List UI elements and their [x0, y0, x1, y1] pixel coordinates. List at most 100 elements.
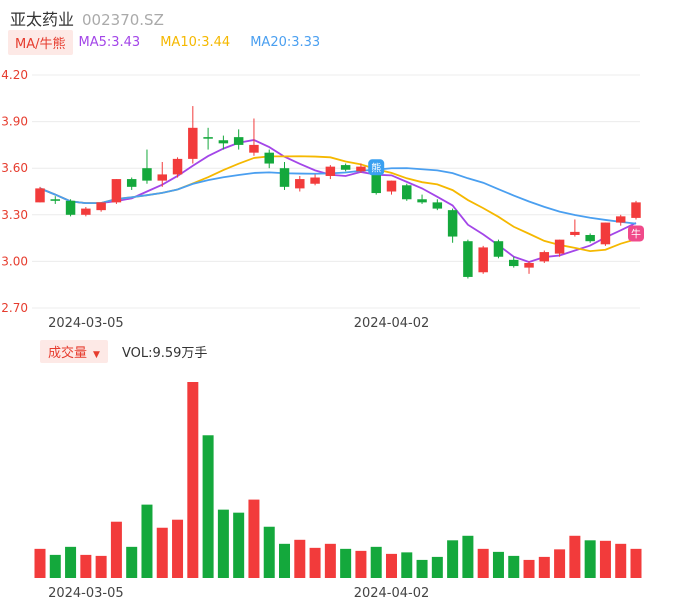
bear-icon: [368, 159, 385, 176]
volume-bar: [202, 435, 214, 578]
volume-bar: [431, 556, 443, 578]
candle-body: [35, 188, 45, 203]
candlesticks: [35, 106, 641, 279]
volume-bar: [49, 554, 61, 578]
candle-body: [417, 199, 427, 203]
candle-body: [295, 179, 305, 189]
volume-bar: [630, 548, 642, 578]
volume-bar: [217, 509, 229, 578]
volume-bar: [279, 543, 291, 578]
volume-bar: [584, 540, 596, 578]
candle-body: [554, 239, 565, 254]
volume-bar: [523, 559, 535, 578]
volume-bar: [401, 552, 413, 578]
volume-bar: [126, 546, 138, 578]
candle-body: [264, 152, 274, 164]
price-grid: [32, 74, 640, 309]
stock-name: 亚太药业: [10, 10, 75, 29]
candle-body: [172, 158, 183, 175]
volume-bar: [187, 382, 199, 578]
candle-body: [111, 179, 122, 203]
candle-body: [631, 202, 641, 218]
candle-body: [463, 241, 473, 277]
volume-bar: [141, 504, 153, 578]
candle-body: [493, 241, 504, 257]
price-tick-label: 3.90: [1, 115, 28, 129]
volume-bar: [538, 556, 550, 578]
volume-bar: [569, 535, 581, 578]
candle-body: [188, 127, 198, 159]
volume-bar: [80, 554, 92, 578]
candle-body: [249, 144, 259, 153]
ma20-label: MA20:3.33: [250, 34, 321, 50]
volume-bar: [233, 512, 245, 578]
candle-body: [310, 177, 320, 184]
candle-body: [371, 172, 381, 194]
volume-bars: [34, 382, 642, 578]
volume-indicator-dropdown[interactable]: 成交量 ▼: [40, 339, 108, 363]
ma20-line: [39, 167, 637, 225]
volume-dropdown-label: 成交量: [48, 345, 88, 361]
candle-body: [142, 168, 152, 181]
ma5-label: MA5:3.43: [78, 34, 141, 50]
volume-value: VOL:9.59万手: [121, 345, 208, 361]
candle-body: [218, 140, 229, 144]
moving-average-lines: [39, 138, 637, 263]
volume-bar: [477, 548, 489, 578]
volume-bar: [324, 543, 336, 578]
volume-bar: [34, 548, 46, 578]
volume-bar: [462, 535, 474, 578]
ma10-label: MA10:3.44: [160, 34, 231, 50]
stock-header: 亚太药业 002370.SZ: [10, 6, 164, 29]
bull-icon: [628, 225, 644, 242]
candle-body: [50, 199, 61, 201]
volume-legend: 成交量 ▼ VOL:9.59万手: [40, 339, 208, 363]
candle-body: [279, 168, 290, 187]
ma-legend: MA/牛熊 MA5:3.43 MA10:3.44 MA20:3.33: [8, 29, 340, 55]
price-tick-label: 4.20: [1, 68, 28, 82]
volume-bar: [248, 499, 260, 578]
volume-bar: [156, 527, 168, 578]
volume-bar: [492, 551, 504, 578]
price-axis-ticks: 4.20 3.90 3.60 3.30 3.00 2.70: [1, 68, 28, 315]
volume-date-tick-label: 2024-03-05: [48, 586, 124, 601]
price-tick-label: 2.70: [1, 301, 28, 315]
candle-body: [356, 166, 366, 172]
candle-body: [65, 200, 76, 215]
date-tick-label: 2024-03-05: [48, 316, 124, 331]
price-tick-label: 3.60: [1, 161, 28, 175]
candle-body: [325, 166, 336, 176]
bear-marker-label: 熊: [371, 161, 381, 174]
candle-body: [203, 137, 213, 139]
candle-body: [615, 216, 626, 223]
volume-date-tick-label: 2024-04-02: [354, 586, 430, 601]
volume-bar: [385, 553, 397, 578]
ma-toggle-button[interactable]: MA/牛熊: [8, 29, 73, 55]
candle-body: [432, 202, 443, 209]
volume-bar: [416, 559, 428, 578]
volume-date-axis-ticks: 2024-03-05 2024-04-02: [48, 586, 429, 601]
candle-body: [96, 202, 106, 211]
stock-code: 002370.SZ: [82, 11, 164, 29]
candle-body: [570, 231, 580, 235]
volume-bar: [615, 543, 627, 578]
volume-bar: [263, 526, 275, 578]
volume-bar: [508, 555, 520, 578]
signal-markers: 熊牛: [368, 159, 644, 242]
candle-body: [539, 252, 550, 262]
volume-bar: [599, 540, 611, 578]
candle-body: [81, 208, 91, 215]
volume-bar: [95, 555, 107, 578]
candle-body: [509, 259, 519, 267]
candle-body: [386, 180, 397, 192]
volume-bar: [172, 519, 184, 578]
ma5-line: [39, 138, 637, 263]
candle-body: [233, 137, 244, 145]
volume-bar: [309, 547, 321, 578]
candle-body: [157, 174, 167, 181]
volume-bar: [110, 521, 122, 578]
chevron-down-icon: ▼: [93, 349, 100, 360]
candle-body: [524, 262, 534, 268]
volume-bar: [355, 550, 367, 578]
